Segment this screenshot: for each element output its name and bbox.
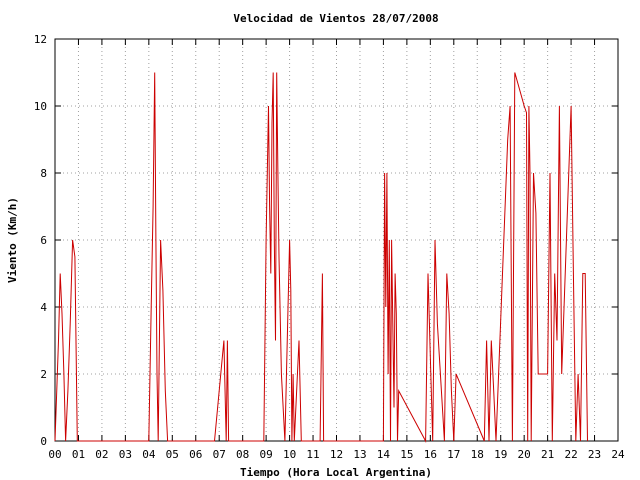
x-tick-label: 02 <box>95 448 108 461</box>
x-tick-label: 06 <box>189 448 202 461</box>
y-tick-label: 4 <box>40 301 47 314</box>
x-tick-label: 00 <box>48 448 61 461</box>
x-tick-label: 20 <box>518 448 531 461</box>
y-axis: 0 2 4 6 8 10 12 <box>34 33 618 448</box>
y-tick-label: 0 <box>40 435 47 448</box>
x-tick-label: 15 <box>400 448 413 461</box>
x-tick-label: 12 <box>330 448 343 461</box>
y-axis-label: Viento (Km/h) <box>6 197 19 283</box>
series-line-0 <box>54 72 588 443</box>
x-tick-label: 22 <box>564 448 577 461</box>
x-tick-label: 03 <box>119 448 132 461</box>
y-tick-label: 2 <box>40 368 47 381</box>
x-tick-label: 24 <box>611 448 625 461</box>
y-tick-label: 12 <box>34 33 47 46</box>
x-tick-label: 17 <box>447 448 460 461</box>
chart-title: Velocidad de Vientos 28/07/2008 <box>233 12 438 25</box>
x-tick-label: 09 <box>260 448 273 461</box>
x-tick-label: 05 <box>166 448 179 461</box>
x-tick-label: 21 <box>541 448 554 461</box>
x-tick-label: 07 <box>213 448 226 461</box>
x-axis: 00 01 02 03 04 05 06 07 08 09 10 11 12 13 14 15 16 17 18 19… <box>48 39 625 461</box>
x-tick-label: 16 <box>424 448 437 461</box>
x-tick-label: 08 <box>236 448 249 461</box>
x-tick-label: 04 <box>142 448 156 461</box>
x-tick-label: 19 <box>494 448 507 461</box>
x-tick-label: 13 <box>353 448 366 461</box>
y-tick-label: 10 <box>34 100 47 113</box>
x-axis-label: Tiempo (Hora Local Argentina) <box>240 466 432 479</box>
x-tick-label: 23 <box>588 448 601 461</box>
x-tick-label: 01 <box>72 448 85 461</box>
x-tick-label: 11 <box>306 448 319 461</box>
x-tick-label: 18 <box>471 448 484 461</box>
x-tick-label: 14 <box>377 448 391 461</box>
y-tick-label: 8 <box>40 167 47 180</box>
y-tick-label: 6 <box>40 234 47 247</box>
series-group <box>54 72 588 443</box>
grid-lines <box>55 39 618 441</box>
x-tick-label: 10 <box>283 448 296 461</box>
